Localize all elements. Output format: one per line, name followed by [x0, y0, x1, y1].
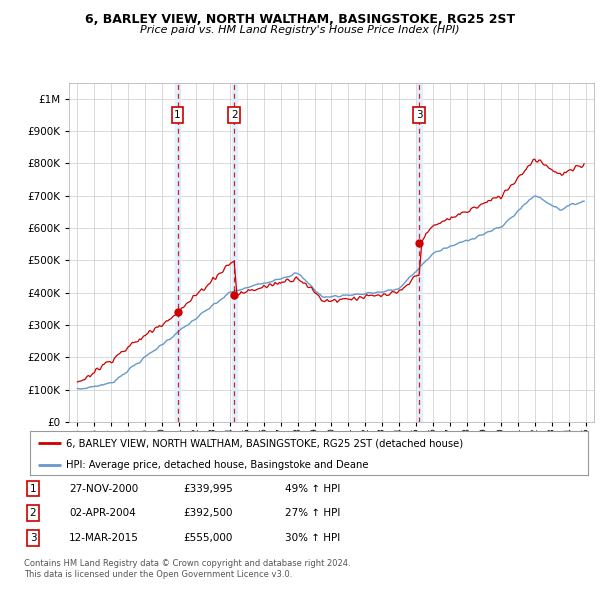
- Text: HPI: Average price, detached house, Basingstoke and Deane: HPI: Average price, detached house, Basi…: [66, 460, 369, 470]
- Text: 6, BARLEY VIEW, NORTH WALTHAM, BASINGSTOKE, RG25 2ST (detached house): 6, BARLEY VIEW, NORTH WALTHAM, BASINGSTO…: [66, 438, 463, 448]
- Text: 3: 3: [29, 533, 37, 543]
- Text: £339,995: £339,995: [183, 484, 233, 493]
- Text: Price paid vs. HM Land Registry's House Price Index (HPI): Price paid vs. HM Land Registry's House …: [140, 25, 460, 35]
- Text: 30% ↑ HPI: 30% ↑ HPI: [285, 533, 340, 543]
- Text: 49% ↑ HPI: 49% ↑ HPI: [285, 484, 340, 493]
- Text: £392,500: £392,500: [183, 509, 233, 518]
- Text: 02-APR-2004: 02-APR-2004: [69, 509, 136, 518]
- Text: 2: 2: [29, 509, 37, 518]
- Text: 27% ↑ HPI: 27% ↑ HPI: [285, 509, 340, 518]
- Text: 27-NOV-2000: 27-NOV-2000: [69, 484, 138, 493]
- Bar: [175, 83, 180, 422]
- Bar: [417, 83, 422, 422]
- Text: £555,000: £555,000: [183, 533, 232, 543]
- Text: Contains HM Land Registry data © Crown copyright and database right 2024.: Contains HM Land Registry data © Crown c…: [24, 559, 350, 568]
- Text: 12-MAR-2015: 12-MAR-2015: [69, 533, 139, 543]
- Text: 3: 3: [416, 110, 423, 120]
- Text: 1: 1: [174, 110, 181, 120]
- Text: 6, BARLEY VIEW, NORTH WALTHAM, BASINGSTOKE, RG25 2ST: 6, BARLEY VIEW, NORTH WALTHAM, BASINGSTO…: [85, 13, 515, 26]
- Text: 2: 2: [231, 110, 238, 120]
- Bar: [232, 83, 236, 422]
- Text: This data is licensed under the Open Government Licence v3.0.: This data is licensed under the Open Gov…: [24, 571, 292, 579]
- Text: 1: 1: [29, 484, 37, 493]
